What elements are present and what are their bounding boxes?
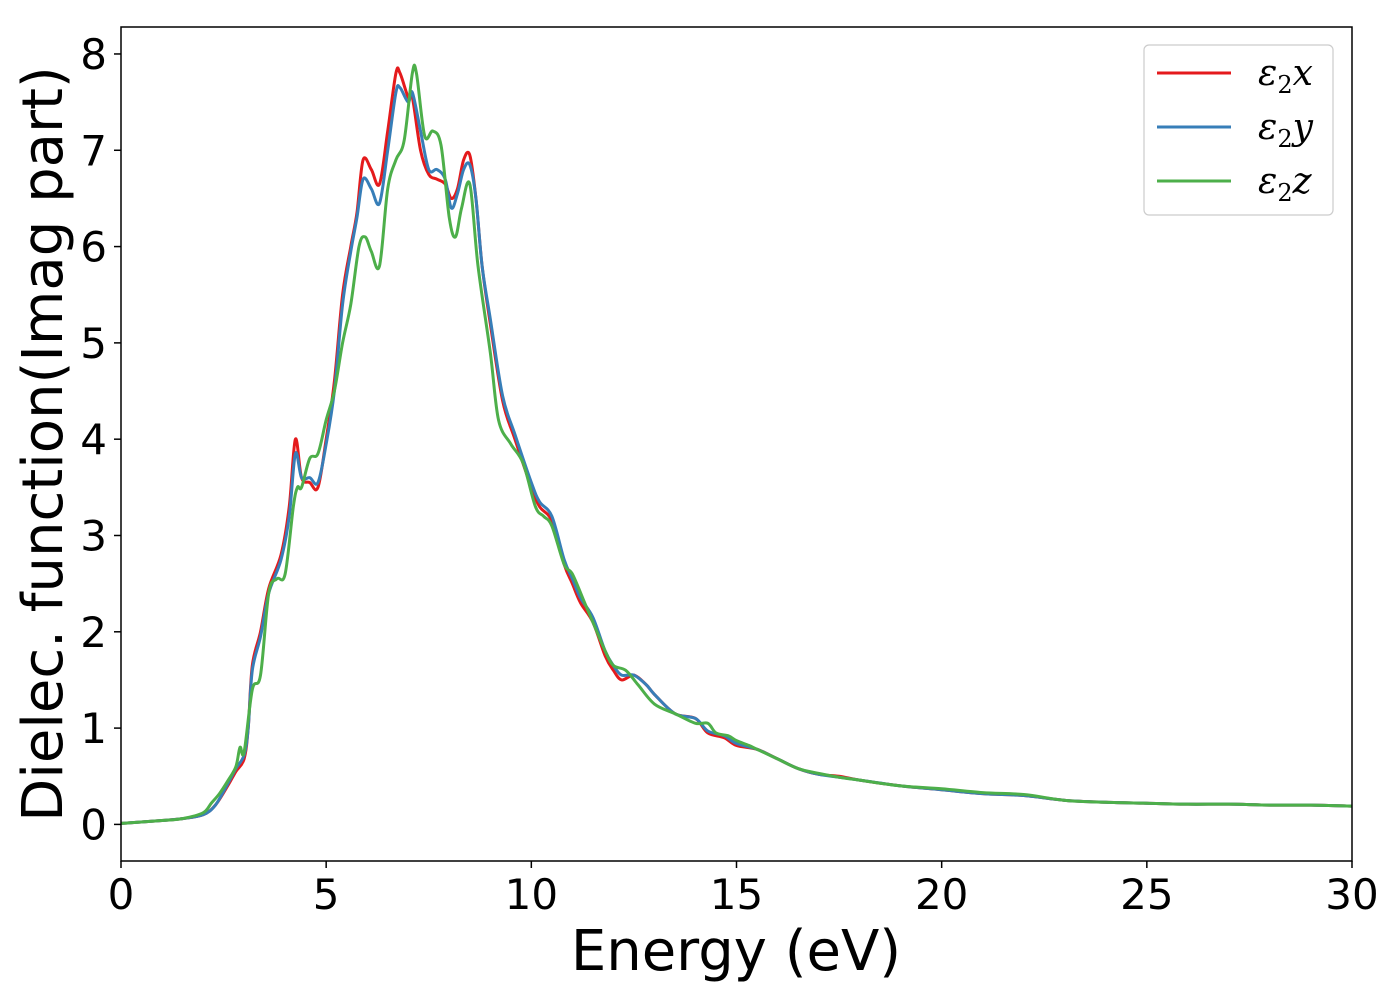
y-tick-label: 2 <box>80 608 107 657</box>
y-axis: 0 1 2 3 4 5 6 7 8 <box>80 30 121 849</box>
legend-label-base: ε <box>1258 161 1277 202</box>
y-tick-label: 4 <box>80 415 107 464</box>
x-axis: 0 5 10 15 20 25 30 <box>108 861 1379 919</box>
legend-label-subscript: 2 <box>1277 125 1292 153</box>
x-tick-label: 25 <box>1120 870 1173 919</box>
legend-box <box>1143 44 1334 216</box>
x-axis-label: Energy (eV) <box>571 919 901 984</box>
y-tick-label: 0 <box>80 800 107 849</box>
series-line-e2z <box>121 63 1352 825</box>
y-tick-label: 5 <box>80 319 107 368</box>
legend-label: ε2y <box>1258 107 1314 153</box>
y-tick-label: 7 <box>80 126 107 175</box>
legend-label: ε2z <box>1258 161 1313 207</box>
legend-label-suffix: x <box>1293 53 1313 94</box>
legend-label: ε2x <box>1258 53 1313 99</box>
series-layer <box>121 63 1352 825</box>
y-axis-label: Dielec. function(Imag part) <box>11 66 76 822</box>
y-tick-label: 8 <box>80 30 107 79</box>
x-tick-label: 10 <box>505 870 558 919</box>
x-tick-label: 30 <box>1325 870 1378 919</box>
x-tick-label: 20 <box>915 870 968 919</box>
x-tick-label: 15 <box>710 870 763 919</box>
x-tick-label: 0 <box>108 870 135 919</box>
y-tick-label: 1 <box>80 704 107 753</box>
legend-label-base: ε <box>1258 107 1277 148</box>
x-tick-label: 5 <box>313 870 340 919</box>
legend-label-base: ε <box>1258 53 1277 94</box>
legend-label-suffix: y <box>1291 107 1314 148</box>
y-tick-label: 3 <box>80 511 107 560</box>
legend-label-suffix: z <box>1292 161 1313 202</box>
legend-label-subscript: 2 <box>1277 179 1292 207</box>
legend-label-subscript: 2 <box>1277 71 1292 99</box>
y-tick-label: 6 <box>80 223 107 272</box>
